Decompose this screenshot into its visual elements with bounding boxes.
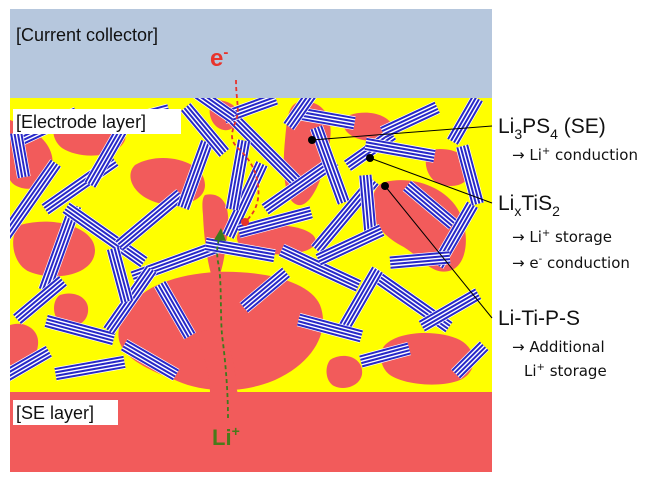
tis2-rod <box>120 339 180 381</box>
tis2-rod <box>10 159 62 241</box>
tis2-rod <box>225 139 251 211</box>
electrode-layer-label: [Electrode layer] <box>16 112 146 132</box>
electrolyte-particle <box>54 293 89 327</box>
tis2-rod <box>154 280 196 340</box>
tis2-rod <box>364 137 436 163</box>
pointer-dot-litips <box>381 182 389 190</box>
lixtis2-role-conduction: → e- conduction <box>512 254 630 272</box>
tis2-rod <box>62 202 148 268</box>
tis2-rod <box>10 345 53 385</box>
lixtis2-role-storage: → Li+ storage <box>512 228 612 246</box>
electron-path <box>231 79 260 223</box>
tis2-rod <box>451 341 489 379</box>
tis2-rod <box>239 267 291 313</box>
leader-lixtis2 <box>369 157 493 204</box>
tis2-rod <box>282 98 318 131</box>
tis2-rod <box>10 131 31 179</box>
tis2-rod <box>418 287 482 333</box>
tis2-rod <box>296 313 364 343</box>
electrolyte-particle <box>326 355 363 389</box>
leader-li3ps4 <box>311 125 493 141</box>
leader-lines <box>311 125 493 319</box>
tis2-rod <box>44 314 116 346</box>
litips-role-line1: → Additional <box>512 338 605 356</box>
litips-label: Li-Ti-P-S <box>498 307 580 330</box>
tis2-rod <box>226 111 304 189</box>
tis2-rod <box>455 144 485 206</box>
tis2-rod <box>176 139 214 211</box>
tis2-rod <box>192 98 238 124</box>
tis2-rod <box>315 224 385 266</box>
li-ion-arrowhead <box>214 228 226 241</box>
current-collector-layer <box>10 9 492 99</box>
litips-role-line2: Li+ storage <box>524 362 607 380</box>
tis2-rod <box>379 101 441 139</box>
electrolyte-particle <box>199 330 238 393</box>
electrode-label-bg <box>13 109 181 134</box>
tis2-rod <box>114 189 186 251</box>
electrolyte-particle <box>343 112 393 141</box>
tis2-rod <box>237 205 313 239</box>
tis2-rod <box>402 180 458 230</box>
tis2-rod <box>358 174 378 236</box>
tis2-rod <box>446 98 484 146</box>
tis2-rod <box>336 266 384 334</box>
lixtis2-label: LixTiS2 <box>498 192 560 219</box>
tis2-rod <box>54 355 126 381</box>
li-ion-label: Li+ <box>212 423 240 450</box>
tis2-rod <box>389 250 451 270</box>
pointer-dot-li3ps4 <box>308 136 316 144</box>
li3ps4-label: Li3PS4 (SE) <box>498 115 606 142</box>
current-collector-label: [Current collector] <box>16 25 158 45</box>
li-ion-path <box>216 235 229 419</box>
se-label-bg <box>13 400 118 425</box>
tis2-rod <box>106 246 134 304</box>
leader-litips <box>384 185 493 319</box>
electron-dot <box>241 218 249 226</box>
pointer-dot-lixtis2 <box>366 154 374 162</box>
electron-label: e- <box>210 44 228 72</box>
li3ps4-role: → Li+ conduction <box>512 146 638 164</box>
tis2-rod <box>180 102 230 158</box>
tis2-rod <box>12 275 68 325</box>
se-layer-label: [SE layer] <box>16 403 94 423</box>
tis2-rod <box>359 341 411 369</box>
